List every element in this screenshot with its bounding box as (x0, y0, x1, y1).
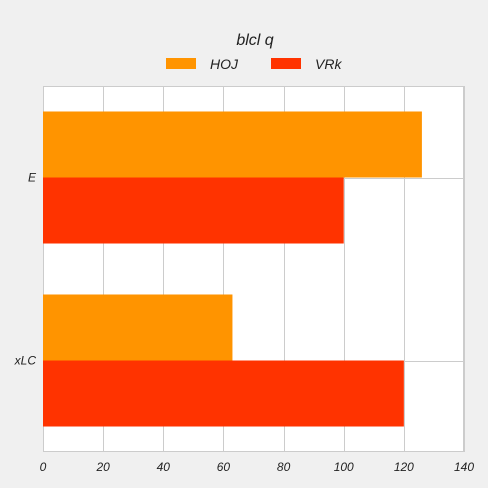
y-tick-label: xLC (14, 354, 37, 368)
x-tick-label: 140 (454, 460, 474, 474)
x-tick-label: 120 (394, 460, 414, 474)
x-tick-label: 20 (95, 460, 110, 474)
bar-VRk-xLC (43, 360, 404, 427)
x-tick-label: 40 (157, 460, 171, 474)
legend-label-HOJ: HOJ (210, 56, 239, 72)
x-tick-label: 0 (40, 460, 47, 474)
bar-HOJ-E (43, 111, 422, 178)
bar-HOJ-xLC (43, 294, 233, 361)
y-tick-label: E (28, 171, 37, 185)
x-tick-label: 60 (217, 460, 231, 474)
bars (43, 111, 422, 427)
chart-title: blcl q (236, 32, 273, 49)
legend: HOJ VRk (166, 56, 342, 72)
legend-swatch-HOJ (166, 58, 196, 69)
bar-VRk-E (43, 177, 344, 244)
legend-swatch-VRk (271, 58, 301, 69)
x-tick-label: 80 (277, 460, 291, 474)
plot-border (43, 86, 464, 452)
x-tick-label: 100 (334, 460, 354, 474)
legend-label-VRk: VRk (315, 56, 342, 72)
x-axis-ticks: 0 20 40 60 80 100 120 140 (40, 460, 475, 474)
